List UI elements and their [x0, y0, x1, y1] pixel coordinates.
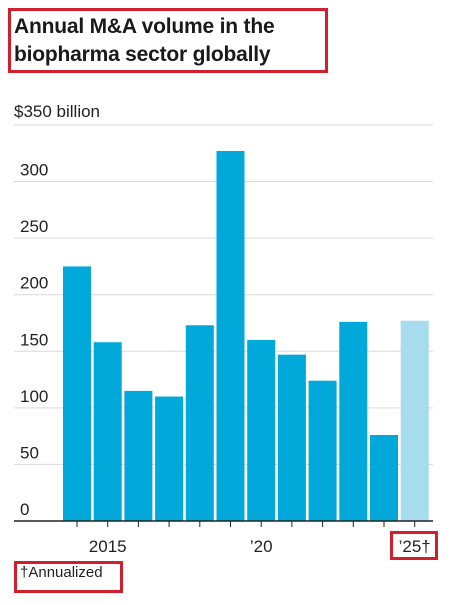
y-tick-label: 100: [20, 387, 48, 406]
y-tick-label: 250: [20, 217, 48, 236]
y-tick-label: 150: [20, 330, 48, 349]
bar: [63, 266, 91, 521]
bar: [124, 390, 153, 521]
bar: [400, 320, 429, 521]
bar: [216, 151, 245, 521]
y-tick-label: 50: [20, 443, 39, 462]
y-tick-label: 300: [20, 161, 48, 180]
x-tick-label: ’25†: [399, 537, 431, 556]
bar: [370, 435, 398, 521]
title-highlight-box: [8, 8, 328, 73]
annualized-year-highlight: [390, 531, 438, 560]
chart-title-line-2: biopharma sector globally: [14, 43, 271, 66]
bar: [93, 342, 122, 521]
bar: [247, 339, 276, 521]
x-tick-label: 2015: [89, 537, 127, 556]
bar: [308, 380, 337, 521]
footnote-highlight: [14, 561, 123, 593]
bar: [277, 354, 306, 521]
bar: [185, 325, 214, 521]
x-tick-label: ’20: [250, 537, 273, 556]
bar: [339, 321, 368, 521]
chart-title-line-1: Annual M&A volume in the: [14, 15, 275, 38]
y-axis-top-label: $350 billion: [14, 102, 100, 121]
bar: [155, 396, 184, 521]
footnote: †Annualized: [20, 564, 103, 581]
chart-title: Annual M&A volume in the biopharma secto…: [14, 13, 275, 69]
y-tick-label: 0: [20, 500, 29, 519]
y-tick-label: 200: [20, 274, 48, 293]
